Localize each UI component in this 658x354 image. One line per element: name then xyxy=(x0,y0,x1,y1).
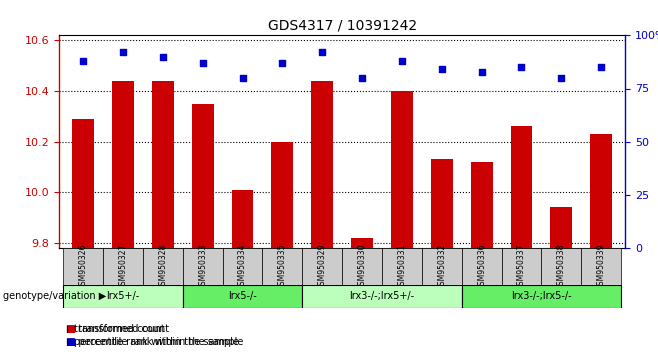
Text: GSM950328: GSM950328 xyxy=(159,243,167,290)
Bar xyxy=(351,238,373,248)
Point xyxy=(157,54,168,59)
Text: GSM950331: GSM950331 xyxy=(397,243,407,290)
Bar xyxy=(63,248,103,285)
Text: GSM950337: GSM950337 xyxy=(517,243,526,290)
Text: ■ percentile rank within the sample: ■ percentile rank within the sample xyxy=(66,337,243,347)
Text: GSM950333: GSM950333 xyxy=(198,243,207,290)
Point xyxy=(317,50,328,55)
Bar xyxy=(511,126,532,248)
Bar xyxy=(590,134,612,248)
Bar xyxy=(462,248,501,285)
Bar xyxy=(112,81,134,248)
Point xyxy=(397,58,407,64)
Point xyxy=(277,60,288,66)
Bar xyxy=(422,248,462,285)
Text: ■: ■ xyxy=(66,324,75,334)
Bar xyxy=(462,285,621,308)
Text: GSM950338: GSM950338 xyxy=(557,243,566,290)
Bar xyxy=(263,248,302,285)
Point xyxy=(596,64,607,70)
Bar xyxy=(470,162,493,248)
Text: percentile rank within the sample: percentile rank within the sample xyxy=(74,337,239,347)
Bar xyxy=(183,285,302,308)
Bar xyxy=(191,104,214,248)
Point xyxy=(238,75,248,81)
Bar xyxy=(272,142,293,248)
Point xyxy=(436,67,447,72)
Point xyxy=(476,69,487,74)
Bar xyxy=(342,248,382,285)
Text: GSM950336: GSM950336 xyxy=(477,243,486,290)
Point xyxy=(118,50,128,55)
Text: genotype/variation ▶: genotype/variation ▶ xyxy=(3,291,107,301)
Text: GSM950339: GSM950339 xyxy=(597,243,606,290)
Bar xyxy=(581,248,621,285)
Text: lrx5+/-: lrx5+/- xyxy=(107,291,139,302)
Text: GSM950329: GSM950329 xyxy=(318,243,327,290)
Text: GSM950327: GSM950327 xyxy=(118,243,128,290)
Text: lrx3-/-;lrx5+/-: lrx3-/-;lrx5+/- xyxy=(349,291,415,302)
Point xyxy=(197,60,208,66)
Bar xyxy=(63,285,183,308)
Text: ■ transformed count: ■ transformed count xyxy=(66,324,169,334)
Point xyxy=(357,75,367,81)
Bar xyxy=(183,248,222,285)
Bar xyxy=(302,285,462,308)
Title: GDS4317 / 10391242: GDS4317 / 10391242 xyxy=(268,19,417,33)
Bar xyxy=(72,119,94,248)
Text: ■: ■ xyxy=(66,337,75,347)
Bar xyxy=(431,159,453,248)
Bar xyxy=(232,190,253,248)
Text: transformed count: transformed count xyxy=(74,324,164,334)
Text: GSM950332: GSM950332 xyxy=(438,243,446,290)
Text: GSM950330: GSM950330 xyxy=(357,243,367,290)
Bar xyxy=(103,248,143,285)
Text: GSM950334: GSM950334 xyxy=(238,243,247,290)
Point xyxy=(517,64,527,70)
Bar xyxy=(311,81,333,248)
Bar xyxy=(382,248,422,285)
Point xyxy=(78,58,88,64)
Bar xyxy=(391,91,413,248)
Text: lrx5-/-: lrx5-/- xyxy=(228,291,257,302)
Point xyxy=(556,75,567,81)
Bar xyxy=(302,248,342,285)
Bar xyxy=(550,207,572,248)
Bar xyxy=(143,248,183,285)
Text: lrx3-/-;lrx5-/-: lrx3-/-;lrx5-/- xyxy=(511,291,572,302)
Text: GSM950326: GSM950326 xyxy=(78,243,88,290)
Bar xyxy=(222,248,263,285)
Text: GSM950335: GSM950335 xyxy=(278,243,287,290)
Bar xyxy=(542,248,581,285)
Bar xyxy=(501,248,542,285)
Bar xyxy=(152,81,174,248)
